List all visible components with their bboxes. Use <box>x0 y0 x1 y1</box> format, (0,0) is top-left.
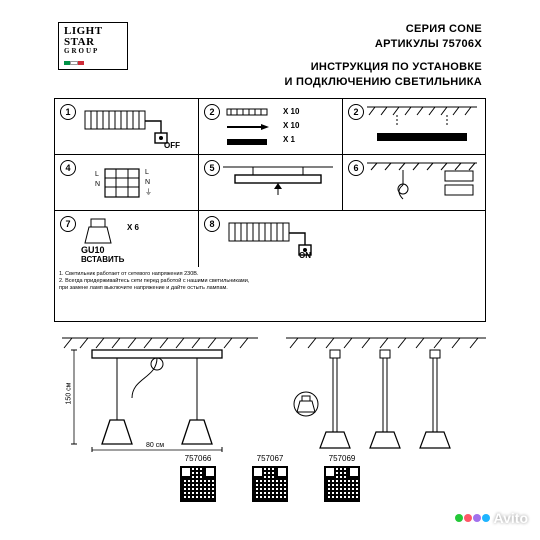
footnotes: 1. Светильник работает от сетевого напря… <box>59 271 483 292</box>
header-text: СЕРИЯ CONE АРТИКУЛЫ 75706X ИНСТРУКЦИЯ ПО… <box>284 22 482 89</box>
series-label: СЕРИЯ <box>406 23 446 35</box>
qr-code-icon <box>324 466 360 502</box>
step-number: 6 <box>348 160 364 176</box>
step-5: 5 <box>199 155 343 210</box>
qr-item: 757069 <box>324 454 360 502</box>
step-4: 4 L N L N ⏚ <box>55 155 199 210</box>
qr-code-icon <box>180 466 216 502</box>
svg-text:⏚: ⏚ <box>145 188 152 196</box>
height-dim: 150 см <box>65 383 72 405</box>
step-1: 1 OFF <box>55 99 199 154</box>
svg-text:N: N <box>145 179 150 186</box>
dot <box>464 514 472 522</box>
qty-label: X 6 <box>127 223 139 232</box>
bracket-icon <box>223 165 333 201</box>
step-number: 4 <box>60 160 76 176</box>
qr-label: 757067 <box>252 454 288 463</box>
row-3: 7 X 6 GU10 ВСТАВИТЬ 8 <box>55 211 485 267</box>
step-7: 7 X 6 GU10 ВСТАВИТЬ <box>55 211 199 267</box>
step-number: 5 <box>204 160 220 176</box>
qr-item: 757066 <box>180 454 216 502</box>
dot <box>482 514 490 522</box>
fixture-detail-view <box>286 334 486 452</box>
title-line2: И ПОДКЛЮЧЕНИЮ СВЕТИЛЬНИКА <box>284 75 482 90</box>
detail-svg <box>286 334 486 452</box>
hardware-icon <box>225 105 277 149</box>
step-number: 8 <box>204 216 220 232</box>
off-label: OFF <box>164 141 180 150</box>
qr-row: 757066 757067 757069 <box>40 454 500 502</box>
ceiling-mount-icon <box>367 105 477 149</box>
title-line1: ИНСТРУКЦИЯ ПО УСТАНОВКЕ <box>284 60 482 75</box>
steps-grid: 1 OFF 2 <box>54 98 486 322</box>
on-label: ON <box>299 251 311 260</box>
dot <box>455 514 463 522</box>
svg-text:L: L <box>145 169 149 176</box>
insert-label: ВСТАВИТЬ <box>81 255 124 264</box>
fixture-front-view: 150 см 80 см <box>62 334 258 452</box>
front-svg <box>62 334 258 452</box>
svg-text:L: L <box>95 171 99 178</box>
width-dim: 80 см <box>146 442 164 449</box>
step-3: 2 <box>343 99 487 154</box>
bulb-type: GU10 <box>81 245 105 255</box>
qty-label: X 1 <box>283 135 295 144</box>
avito-watermark: Avito <box>455 510 528 526</box>
note-line: при замене ламп выключите напряжение и д… <box>59 285 483 292</box>
watermark-text: Avito <box>494 510 528 526</box>
articles-line: АРТИКУЛЫ 75706X <box>284 37 482 52</box>
step-number: 2 <box>348 104 364 120</box>
italy-flag-icon <box>64 61 84 65</box>
step-6: 6 <box>343 155 487 210</box>
series-name: CONE <box>449 23 482 35</box>
step-number: 1 <box>60 104 76 120</box>
qr-item: 757067 <box>252 454 288 502</box>
series-line: СЕРИЯ CONE <box>284 22 482 37</box>
qr-label: 757069 <box>324 454 360 463</box>
row-1: 1 OFF 2 <box>55 99 485 155</box>
step-number: 7 <box>60 216 76 232</box>
articles-value: 75706X <box>442 38 482 50</box>
instruction-sheet: LIGHT STAR GROUP СЕРИЯ CONE АРТИКУЛЫ 757… <box>40 8 500 508</box>
avito-dots-icon <box>455 514 490 522</box>
qty-label: X 10 <box>283 121 299 130</box>
dot <box>473 514 481 522</box>
svg-text:N: N <box>95 181 100 188</box>
qr-code-icon <box>252 466 288 502</box>
articles-label: АРТИКУЛЫ <box>375 38 439 50</box>
qr-label: 757066 <box>180 454 216 463</box>
bulb-icon <box>81 217 121 247</box>
step-number: 2 <box>204 104 220 120</box>
brand-logo: LIGHT STAR GROUP <box>58 22 128 70</box>
qty-label: X 10 <box>283 107 299 116</box>
wiring-icon: L N L N ⏚ <box>95 163 165 205</box>
logo-line3: GROUP <box>64 48 122 55</box>
flag-stripe <box>70 61 78 65</box>
row-2: 4 L N L N ⏚ 5 <box>55 155 485 211</box>
hanging-icon <box>367 161 477 205</box>
step-8: 8 ON <box>199 211 487 267</box>
flag-stripe <box>78 61 84 65</box>
step-2: 2 X 10 X 10 X 1 <box>199 99 343 154</box>
